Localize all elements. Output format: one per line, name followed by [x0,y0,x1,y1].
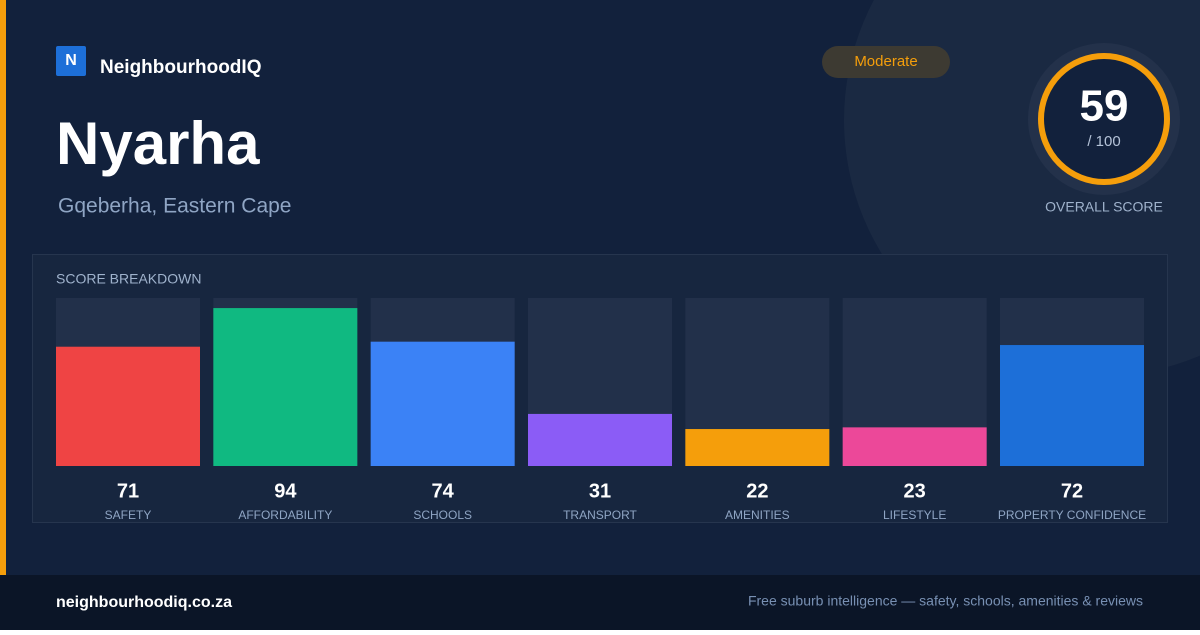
bar-label: PROPERTY CONFIDENCE [998,508,1146,522]
bar-value: 71 [117,480,139,502]
bar [528,413,672,466]
bar-value: 31 [589,480,611,502]
bars: 71 SAFETY 94 AFFORDABILITY 74 SCHOOLS 31 TRANSP… [56,298,1146,522]
brand-name: NeighbourhoodIQ [100,57,261,78]
bar-value: 74 [432,480,455,502]
suburb-title: Nyarha [56,110,260,177]
footer [0,575,1200,630]
score-ring [1038,53,1170,185]
bar-label: SAFETY [105,508,152,522]
accent-stripe [0,0,6,575]
bar [213,308,358,466]
bar-label: LIFESTYLE [883,508,946,522]
overall-label: OVERALL SCORE [1045,199,1163,215]
bar-label: TRANSPORT [563,508,637,522]
bar-label: SCHOOLS [413,508,472,522]
bar-label: AFFORDABILITY [238,508,332,522]
bar-value: 23 [904,480,926,502]
bar [56,346,200,466]
bar-value: 94 [274,480,297,502]
bar [370,341,515,466]
bar-value: 72 [1061,480,1083,502]
bar [685,429,830,466]
footer-tagline: Free suburb intelligence — safety, schoo… [748,593,1143,609]
bar-value: 22 [746,480,768,502]
overall-score: 59 [1080,82,1129,131]
subtitle: Gqeberha, Eastern Cape [58,195,291,218]
breakdown-title: SCORE BREAKDOWN [56,271,201,287]
bar [842,427,987,466]
badge-text: Moderate [854,53,917,70]
bar [1000,345,1144,466]
badge [822,46,950,78]
bar-label: AMENITIES [725,508,790,522]
footer-site: neighbourhoodiq.co.za [56,594,232,611]
logo-letter: N [65,52,77,69]
logo-box [56,46,86,76]
overall-max: / 100 [1087,133,1120,150]
